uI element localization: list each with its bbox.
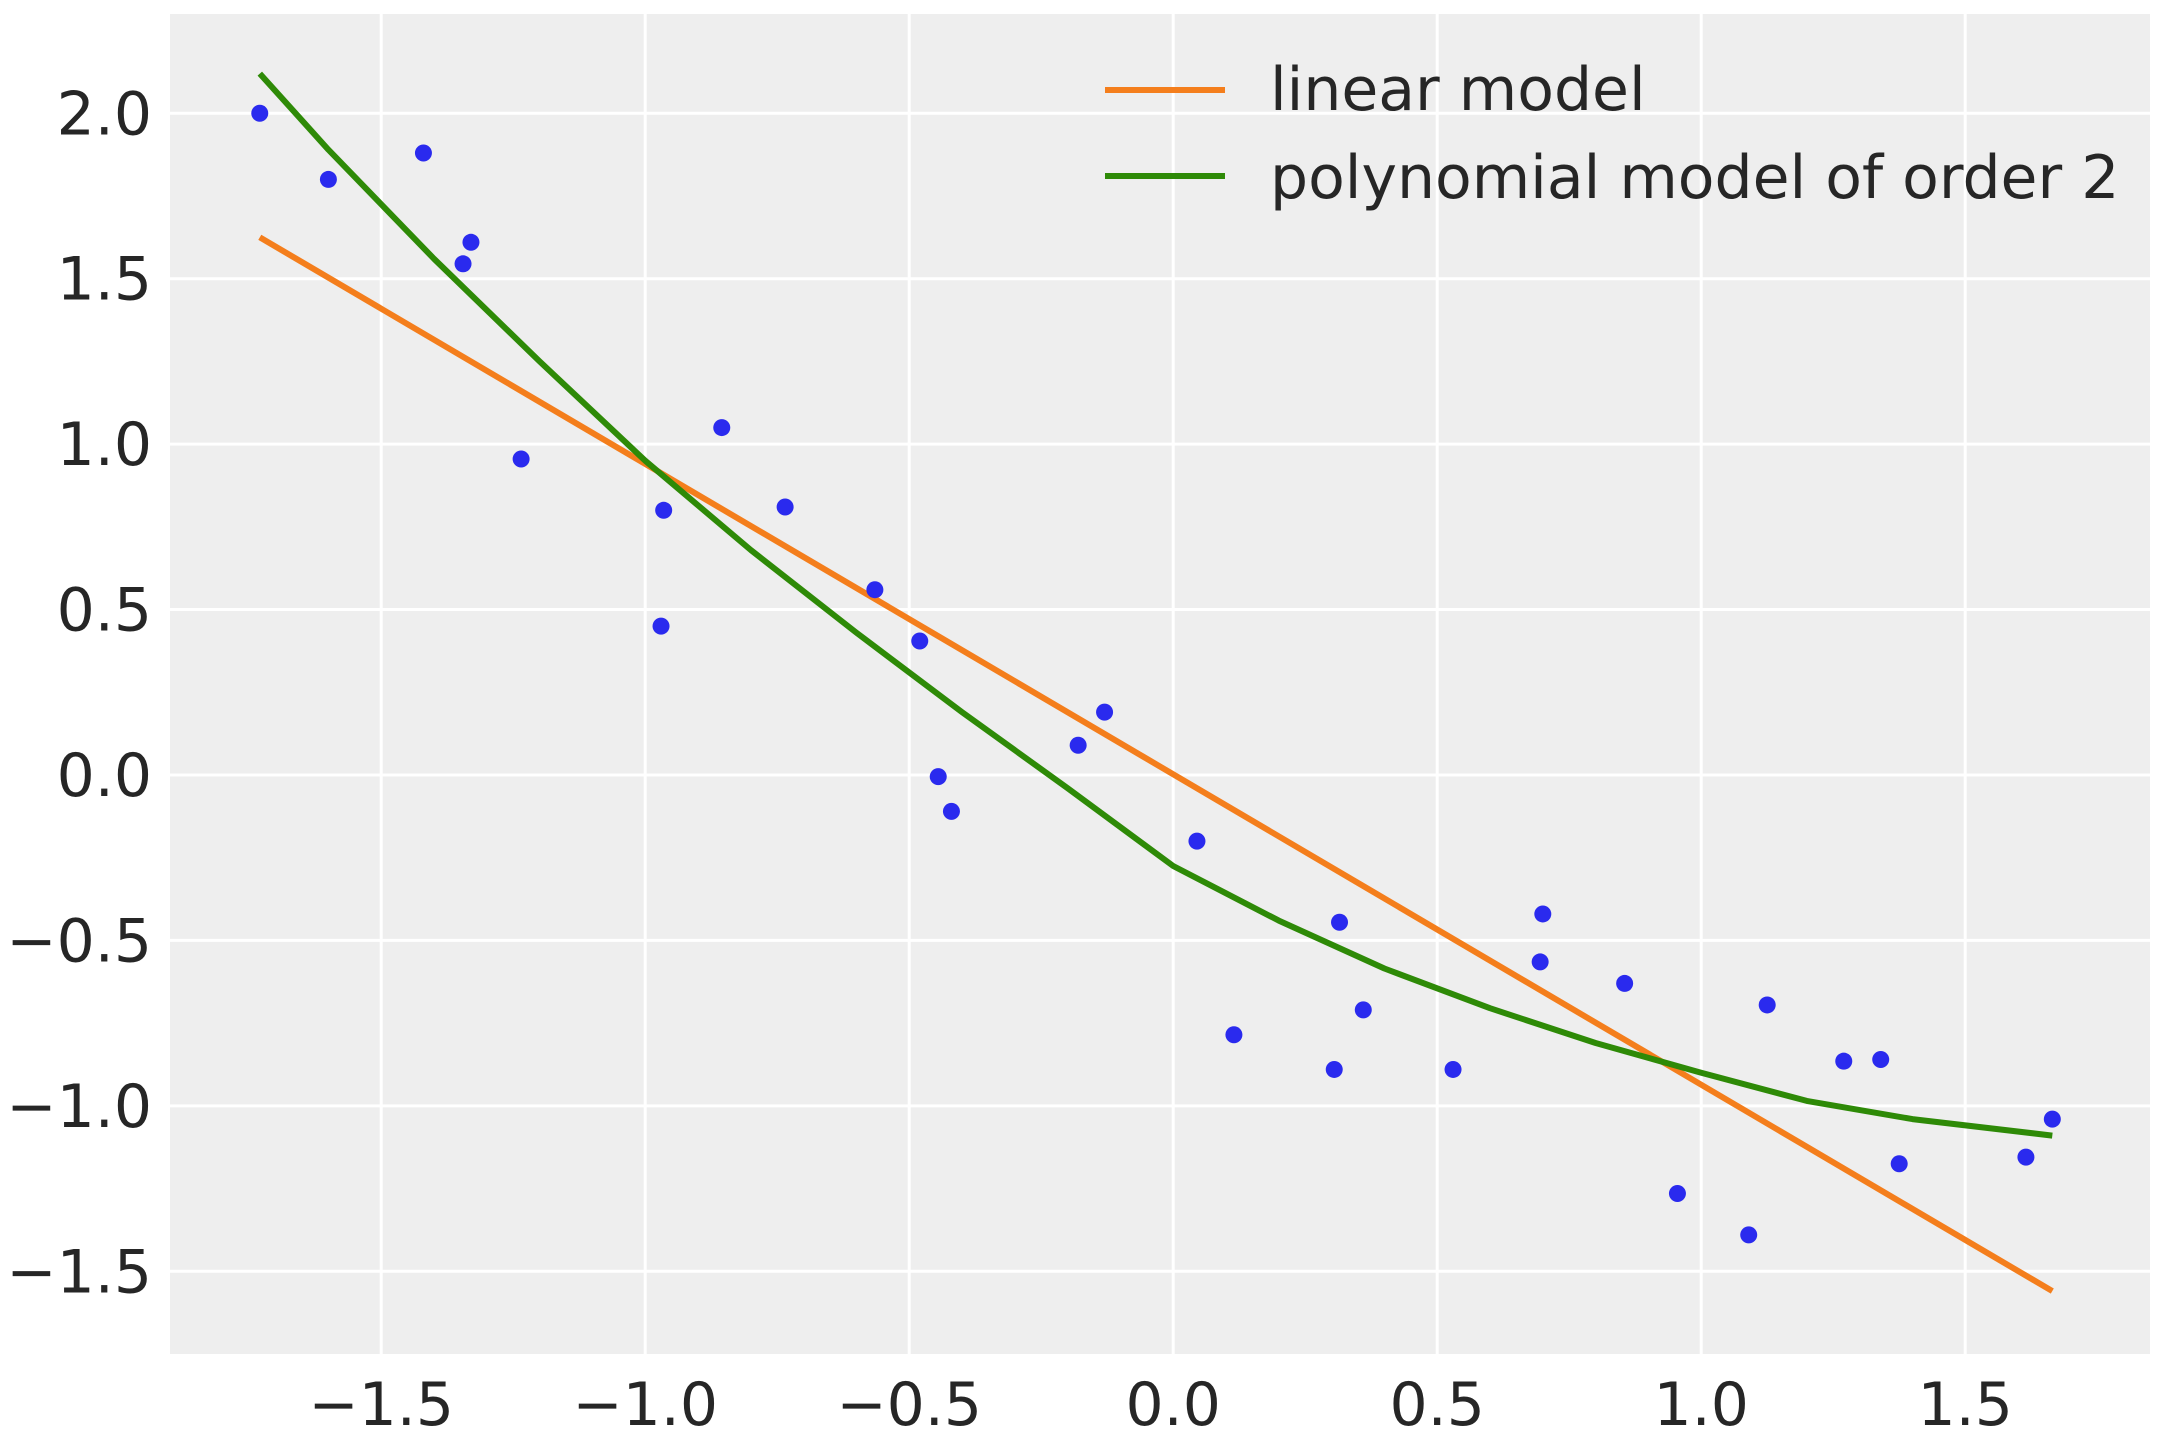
series-line-poly bbox=[257, 71, 2053, 1139]
data-point bbox=[1534, 905, 1552, 923]
data-point bbox=[1758, 996, 1776, 1014]
x-tick-label: 0.0 bbox=[1125, 1370, 1220, 1440]
data-point bbox=[512, 450, 530, 468]
data-point bbox=[1325, 1060, 1343, 1078]
x-tick-label: 0.5 bbox=[1389, 1370, 1484, 1440]
x-tick-label: −0.5 bbox=[836, 1370, 982, 1440]
data-point bbox=[1835, 1052, 1853, 1070]
data-point bbox=[929, 768, 947, 786]
data-point bbox=[1616, 974, 1634, 992]
data-point bbox=[414, 144, 432, 162]
data-point bbox=[1668, 1185, 1686, 1203]
data-point bbox=[1354, 1001, 1372, 1019]
x-tick-label: −1.0 bbox=[572, 1370, 718, 1440]
data-point bbox=[655, 501, 673, 519]
data-point bbox=[911, 632, 929, 650]
y-tick-label: −1.5 bbox=[6, 1237, 152, 1307]
data-point bbox=[713, 419, 731, 437]
x-tick-labels: −1.5 −1.0 −0.5 0.0 0.5 1.0 1.5 bbox=[308, 1370, 2013, 1440]
data-point bbox=[319, 170, 337, 188]
series-line-linear bbox=[258, 234, 2054, 1294]
x-tick-label: 1.5 bbox=[1917, 1370, 2012, 1440]
data-point bbox=[776, 498, 794, 516]
data-point bbox=[1444, 1060, 1462, 1078]
data-point bbox=[866, 581, 884, 599]
x-tick-label: −1.5 bbox=[308, 1370, 454, 1440]
data-point bbox=[462, 233, 480, 251]
data-point bbox=[1225, 1026, 1243, 1044]
y-tick-label: −1.0 bbox=[6, 1072, 152, 1142]
data-point bbox=[1069, 736, 1087, 754]
x-tick-label: 1.0 bbox=[1653, 1370, 1748, 1440]
data-point bbox=[251, 104, 269, 122]
data-point bbox=[2043, 1110, 2061, 1128]
scatter-points bbox=[251, 104, 2061, 1244]
data-point bbox=[1531, 953, 1549, 971]
data-point bbox=[1890, 1155, 1908, 1173]
y-tick-label: 2.0 bbox=[57, 79, 152, 149]
data-point bbox=[1331, 913, 1349, 931]
data-point bbox=[1188, 832, 1206, 850]
data-point bbox=[1096, 703, 1114, 721]
y-tick-label: 0.0 bbox=[57, 741, 152, 811]
data-point bbox=[1872, 1051, 1890, 1069]
y-tick-label: −0.5 bbox=[6, 906, 152, 976]
y-tick-labels: −1.5 −1.0 −0.5 0.0 0.5 1.0 1.5 2.0 bbox=[6, 79, 152, 1307]
grid-lines bbox=[170, 14, 2150, 1354]
data-point bbox=[2017, 1148, 2035, 1166]
plot-area bbox=[170, 14, 2150, 1354]
legend-label-linear: linear model bbox=[1270, 55, 1646, 125]
legend: linear model polynomial model of order 2 bbox=[1105, 55, 2119, 213]
data-point bbox=[652, 617, 670, 635]
legend-label-poly: polynomial model of order 2 bbox=[1270, 143, 2119, 213]
data-point bbox=[942, 802, 960, 820]
series-lines bbox=[257, 71, 2054, 1294]
data-point bbox=[454, 255, 472, 273]
y-tick-label: 1.5 bbox=[57, 245, 152, 315]
y-tick-label: 1.0 bbox=[57, 410, 152, 480]
data-point bbox=[1740, 1226, 1758, 1244]
y-tick-label: 0.5 bbox=[57, 576, 152, 646]
